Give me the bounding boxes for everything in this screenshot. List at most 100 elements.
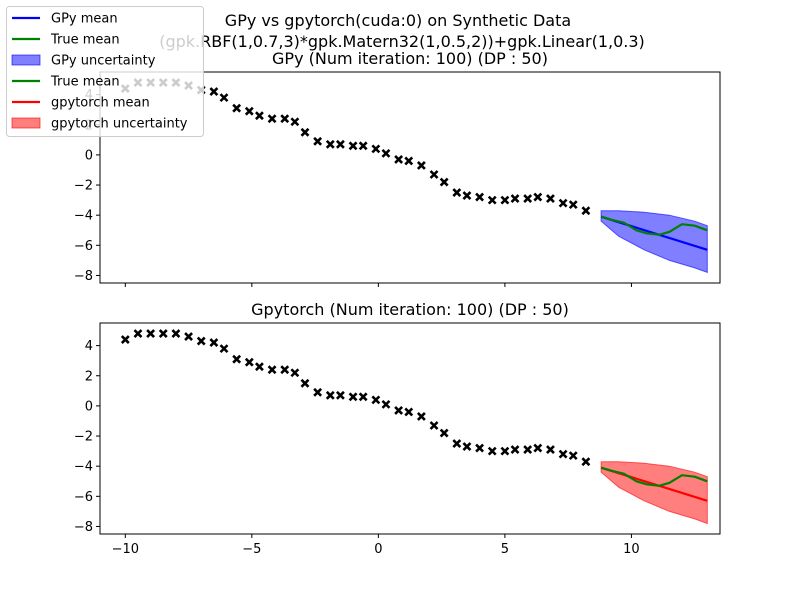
observation-point	[358, 392, 368, 402]
observation-point	[462, 442, 472, 452]
observation-point	[280, 114, 290, 124]
legend-entry: GPy uncertainty	[11, 54, 156, 69]
observation-point	[462, 191, 472, 201]
y-tick-label: −2	[74, 179, 93, 194]
observation-point	[475, 192, 485, 202]
legend-patch-swatch	[11, 117, 41, 129]
observation-point	[133, 329, 143, 338]
observation-point	[546, 445, 555, 455]
x-tick-label: −10	[112, 542, 139, 557]
series-line	[600, 466, 708, 487]
y-tick-label: −6	[74, 490, 93, 505]
observation-point	[546, 194, 555, 204]
y-tick-label: 0	[85, 399, 93, 414]
observation-point	[348, 141, 358, 151]
legend-label: gpytorch uncertainty	[51, 117, 188, 132]
legend-frame	[6, 6, 204, 137]
observation-point	[394, 405, 404, 415]
observation-point	[371, 395, 381, 405]
observation-point	[196, 336, 206, 346]
axes-frame	[99, 322, 721, 535]
y-tick-label: 4	[85, 339, 93, 354]
panel-1: GPy (Num iteration: 100) (DP : 50)420−2−…	[74, 49, 721, 287]
panels: GPy (Num iteration: 100) (DP : 50) 4 2 0 −2 −…	[74, 49, 721, 557]
observation-point	[568, 451, 578, 461]
observation-point	[244, 106, 254, 116]
observation-point	[487, 446, 497, 456]
observation-point	[348, 392, 358, 402]
observation-point	[500, 446, 510, 456]
y-tick-label: −4	[74, 460, 93, 475]
x-tick-label: 5	[501, 542, 509, 557]
observation-point	[219, 93, 229, 103]
observation-point	[439, 177, 449, 187]
observation-point	[381, 148, 391, 158]
legend-patch-swatch	[11, 54, 41, 66]
observation-point	[510, 445, 520, 455]
axes-frame	[99, 71, 721, 284]
observation-point	[290, 117, 300, 127]
panel-title: Gpytorch (Num iteration: 100) (DP : 50)	[251, 300, 569, 319]
observation-point	[523, 194, 533, 204]
observation-point	[300, 127, 310, 137]
observation-point	[232, 103, 242, 113]
y-tick-label: −8	[74, 520, 93, 535]
series-line	[600, 215, 708, 236]
observation-point	[533, 192, 543, 202]
y-tick-label: −6	[74, 239, 93, 254]
observation-point	[429, 421, 439, 430]
observation-point	[452, 439, 462, 448]
legend-entry: gpytorch mean	[12, 96, 150, 111]
legend-entry: GPy mean	[12, 12, 118, 27]
observation-point	[533, 443, 543, 453]
observation-point	[439, 428, 449, 438]
observation-point	[358, 141, 368, 151]
observation-point	[300, 378, 310, 388]
legend-label: gpytorch mean	[51, 96, 150, 111]
observation-point	[452, 188, 462, 197]
observation-point	[568, 200, 578, 210]
observation-point	[219, 344, 229, 354]
y-tick-label: 0	[85, 148, 93, 163]
observation-point	[381, 399, 391, 409]
observation-point	[158, 329, 168, 338]
suptitle-line-1: GPy vs gpytorch(cuda:0) on Synthetic Dat…	[225, 11, 571, 30]
observation-point	[255, 362, 264, 372]
observation-point	[487, 195, 497, 205]
panel-2: Gpytorch (Num iteration: 100) (DP : 50) −…	[74, 300, 721, 557]
observation-point	[209, 87, 219, 97]
panel-title: GPy (Num iteration: 100) (DP : 50)	[272, 49, 548, 68]
x-tick-label: −5	[242, 542, 261, 557]
suptitle-line-2: (gpk.RBF(1,0.7,3)*gpk.Matern32(1,0.5,2))…	[159, 32, 645, 51]
y-tick-label: 2	[85, 369, 93, 384]
observation-point	[267, 114, 277, 124]
legend: GPy mean True mean GPy uncertainty True mea…	[6, 6, 204, 137]
observation-point	[404, 407, 414, 417]
observation-point	[184, 332, 193, 341]
observation-point	[581, 206, 591, 216]
observation-point	[290, 368, 300, 378]
y-tick-label: −2	[74, 430, 93, 445]
observation-point	[313, 136, 323, 146]
legend-entry: True mean	[12, 75, 120, 90]
legend-label: True mean	[50, 33, 120, 48]
observation-point	[416, 412, 426, 421]
observation-point	[404, 156, 414, 166]
y-tick-label: −4	[74, 209, 93, 224]
observation-point	[255, 111, 264, 121]
observation-point	[475, 443, 485, 453]
observation-point	[558, 449, 568, 459]
observation-point	[581, 457, 591, 467]
observation-point	[267, 365, 277, 375]
legend-entry: gpytorch uncertainty	[11, 117, 188, 132]
legend-label: GPy mean	[51, 12, 118, 27]
x-tick-label: 0	[374, 542, 382, 557]
observation-point	[120, 335, 130, 344]
observation-point	[416, 161, 426, 170]
legend-label: GPy uncertainty	[51, 54, 156, 69]
observation-point	[371, 144, 381, 154]
observation-point	[325, 139, 335, 149]
legend-entry: True mean	[12, 33, 120, 48]
observation-point	[429, 170, 439, 179]
